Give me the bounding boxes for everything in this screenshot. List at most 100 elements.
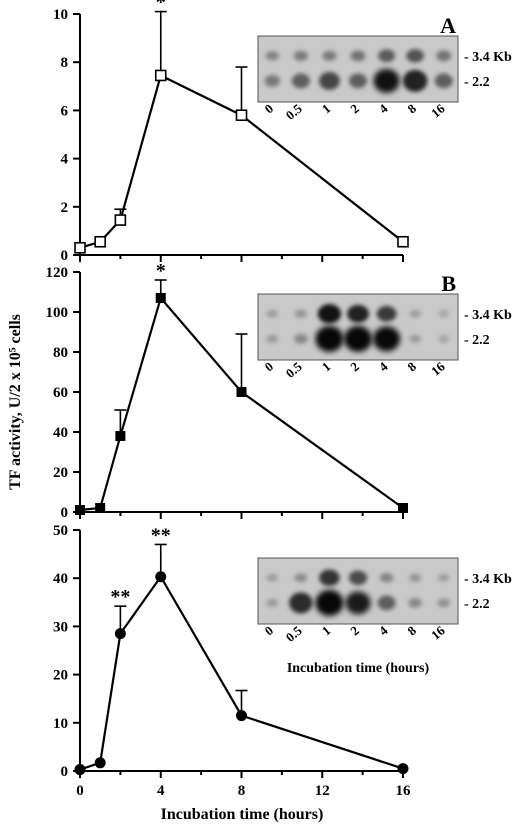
blot-lane-label: 0.5 <box>283 358 305 380</box>
blot-size-label: - 3.4 Kb <box>464 572 512 587</box>
x-tick-label: 12 <box>315 783 330 799</box>
blot-band-upper <box>266 574 278 582</box>
blot-size-label: - 2.2 <box>464 75 490 90</box>
blot-band-lower <box>409 334 422 343</box>
blot-band-lower <box>437 598 451 608</box>
significance-marker: * <box>156 0 166 14</box>
data-point <box>397 763 409 775</box>
blot-lane-label: 2 <box>347 359 362 375</box>
blot-lane-label: 8 <box>404 622 419 638</box>
y-tick-label: 2 <box>61 200 69 216</box>
blot-band-upper <box>266 310 278 318</box>
y-tick-label: 4 <box>61 152 69 168</box>
y-tick-label: 0 <box>61 764 69 780</box>
blot-band-lower <box>264 74 280 87</box>
blot-band-lower <box>408 597 422 608</box>
y-tick-label: 10 <box>53 716 68 732</box>
blot-band-upper <box>293 50 308 61</box>
blot-band-upper <box>406 48 424 63</box>
y-tick-label: 6 <box>61 103 69 119</box>
blot-lane-label: 2 <box>347 623 362 639</box>
blot-band-lower <box>402 69 428 92</box>
blot-band-upper <box>436 50 452 62</box>
blot-band-lower <box>377 595 396 611</box>
blot-lane-label: 1 <box>319 359 334 375</box>
y-tick-label: 20 <box>53 465 68 481</box>
blot-lane-label: 16 <box>428 358 448 378</box>
blot-band-lower <box>319 71 340 90</box>
x-tick-label: 8 <box>238 783 246 799</box>
data-point <box>155 571 167 583</box>
blot-lane-label: 0 <box>262 359 277 375</box>
blot-band-upper <box>294 309 307 318</box>
blot-lane-label: 8 <box>404 100 419 116</box>
blot-band-upper <box>347 304 369 323</box>
y-tick-label: 20 <box>53 668 68 684</box>
blot-inset: 0 0.5 1 2 4 8 16 - 3.4 Kb - 2.2 <box>257 35 512 123</box>
blot-lane-label: 0 <box>262 623 277 639</box>
y-tick-label: 0 <box>61 248 69 264</box>
data-point <box>74 764 86 776</box>
blot-lane-label: 1 <box>319 623 334 639</box>
y-tick-label: 30 <box>53 619 68 635</box>
data-point <box>236 710 247 722</box>
y-tick-label: 80 <box>53 345 68 361</box>
blot-band-upper <box>378 49 396 63</box>
blot-band-lower <box>291 73 310 89</box>
blot-band-upper <box>376 305 397 322</box>
blot-lane-label: 2 <box>347 101 362 117</box>
x-axis-title: Incubation time (hours) <box>161 806 324 823</box>
blot-band-upper <box>319 569 340 587</box>
blot-lane-label: 0 <box>262 101 277 117</box>
blot-size-label: - 2.2 <box>464 333 490 348</box>
y-tick-label: 60 <box>53 385 68 401</box>
y-tick-label: 50 <box>53 523 68 539</box>
blot-band-lower <box>348 73 368 89</box>
blot-lane-label: 16 <box>428 100 448 120</box>
data-point <box>115 431 126 441</box>
data-point <box>235 109 248 122</box>
blot-size-label: - 3.4 Kb <box>464 50 512 65</box>
data-point <box>74 241 86 254</box>
panel-letter: A <box>440 13 456 38</box>
blot-band-lower <box>373 68 400 93</box>
blot-band-upper <box>438 574 450 582</box>
y-tick-label: 40 <box>53 571 68 587</box>
data-point <box>398 503 408 513</box>
y-tick-label: 40 <box>53 425 68 441</box>
significance-marker: ** <box>110 586 130 608</box>
significance-marker: * <box>156 260 166 282</box>
blot-band-lower <box>344 325 372 352</box>
x-tick-label: 0 <box>76 783 84 799</box>
blot-lane-label: 0.5 <box>283 100 305 122</box>
panel-b: 0 20 40 60 80 100 120 * B 0 0.5 1 2 4 8 16 - 3.4 Kb - 2.2 <box>46 260 513 521</box>
blot-band-upper <box>350 50 366 62</box>
blot-band-upper <box>317 304 342 324</box>
blot-band-upper <box>322 50 337 61</box>
blot-band-lower <box>266 334 279 343</box>
blot-band-lower <box>438 335 450 343</box>
blot-band-upper <box>409 573 422 582</box>
x-tick-label: 4 <box>157 783 165 799</box>
data-point <box>155 293 166 303</box>
x-tick-label: 16 <box>396 783 412 799</box>
data-point <box>94 757 106 769</box>
significance-marker: ** <box>151 524 171 546</box>
y-tick-label: 120 <box>46 265 69 281</box>
blot-lane-label: 8 <box>404 358 419 374</box>
blot-lane-label: 4 <box>376 358 391 374</box>
blot-lane-label: 0.5 <box>283 622 305 644</box>
data-point <box>94 235 106 248</box>
blot-lane-label: 4 <box>376 100 391 116</box>
blot-band-lower <box>289 592 313 614</box>
panel-letter: B <box>441 271 456 296</box>
y-tick-label: 8 <box>61 55 69 71</box>
blot-axis-title: Incubation time (hours) <box>287 661 430 676</box>
blot-band-upper <box>265 51 280 61</box>
blot-inset: 0 0.5 1 2 4 8 16 - 3.4 Kb - 2.2 Incubation time (… <box>257 557 512 676</box>
data-point <box>397 235 409 248</box>
blot-band-lower <box>266 598 279 607</box>
blot-size-label: - 2.2 <box>464 597 490 612</box>
blot-band-lower <box>294 333 308 344</box>
